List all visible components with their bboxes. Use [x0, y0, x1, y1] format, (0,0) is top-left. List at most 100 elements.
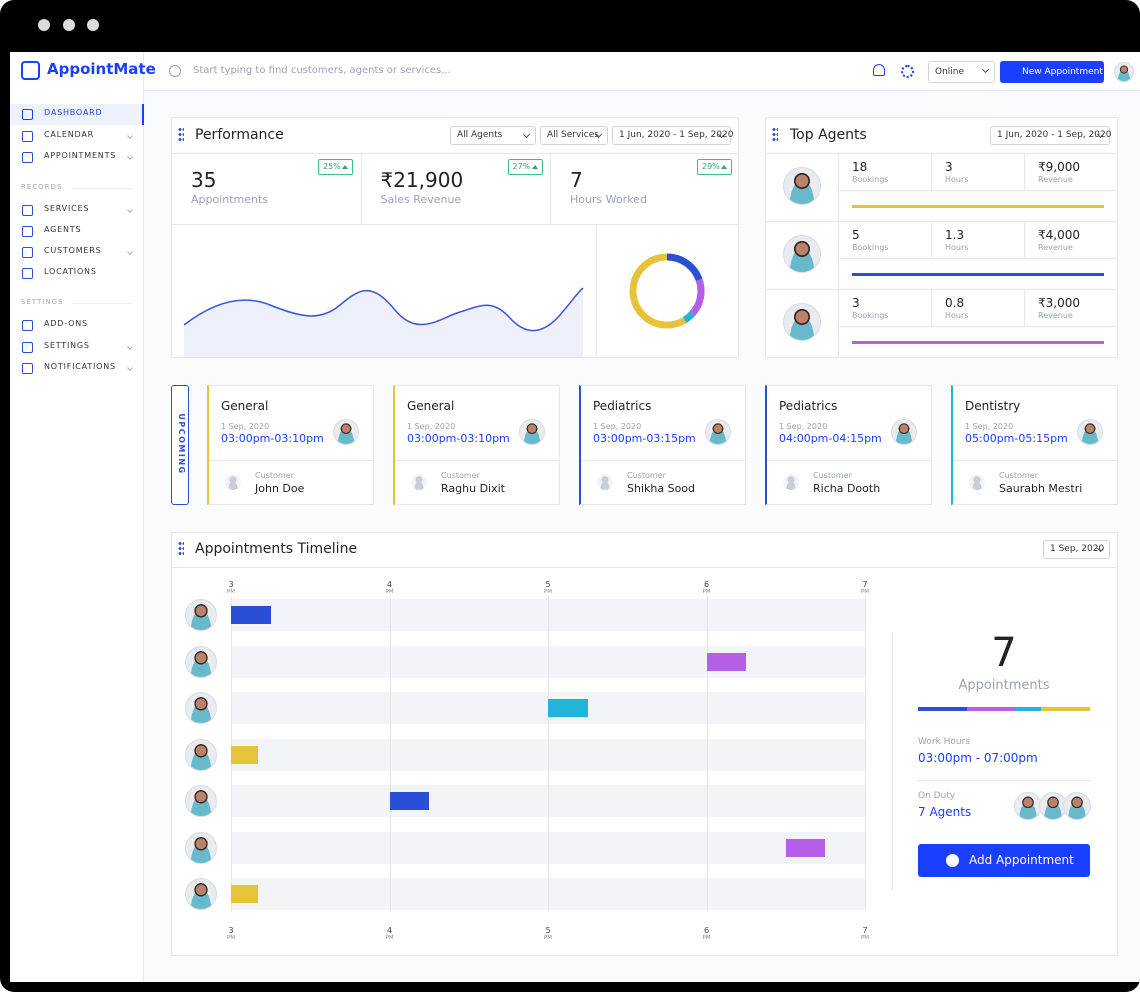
stat-value: ₹21,900 — [380, 168, 464, 192]
nav-item[interactable]: CUSTOMERS — [44, 246, 144, 258]
brand: AppointMate — [47, 60, 156, 78]
divider — [171, 224, 739, 225]
nav-item[interactable]: AGENTS — [44, 224, 82, 234]
filter-select[interactable]: All Services — [540, 126, 608, 145]
divider — [838, 289, 839, 357]
tick-label: 7 — [862, 926, 868, 935]
appointment-time: 05:00pm-05:15pm — [965, 432, 1068, 445]
customer-icon — [783, 474, 799, 490]
service-name: General — [407, 399, 455, 413]
tick-suffix: PM — [543, 589, 553, 595]
service-name: Dentistry — [965, 399, 1021, 413]
divider — [765, 221, 1118, 222]
nav-icon — [22, 204, 33, 216]
nav-icon — [22, 320, 33, 332]
tick-label: 5 — [545, 926, 551, 935]
tick-label: 7 — [862, 580, 868, 589]
card-title: Top Agents — [790, 127, 867, 143]
appointment-bar[interactable] — [231, 606, 271, 624]
nav-icon — [22, 109, 33, 120]
appointment-time: 03:00pm-03:10pm — [407, 432, 510, 445]
customer-icon — [969, 474, 985, 490]
tick-label: 4 — [386, 580, 393, 589]
customer-name: Richa Dooth — [813, 482, 881, 495]
filter-select[interactable]: 1 Jun, 2020 - 1 Sep, 2020 — [612, 126, 733, 145]
notification-icon[interactable] — [873, 64, 885, 76]
nav-icon — [22, 225, 33, 237]
appointment-bar[interactable] — [706, 652, 747, 671]
divider — [360, 153, 362, 224]
customer-name: Raghu Dixit — [441, 482, 505, 495]
up-arrow — [531, 165, 538, 169]
nav-item[interactable]: SETTINGS — [44, 341, 144, 353]
tick-label: 6 — [703, 926, 710, 935]
nav-item[interactable]: SERVICES — [44, 204, 144, 216]
customer-label: Customer — [627, 471, 666, 480]
nav-group-title: RECORDS — [21, 182, 63, 191]
avatar — [185, 599, 217, 631]
divider — [209, 460, 374, 461]
filter-select[interactable]: 1 Sep, 2020 — [1043, 540, 1110, 559]
nav-item[interactable]: LOCATIONS — [44, 267, 97, 277]
avatar — [185, 692, 217, 724]
tick-suffix: PM — [702, 935, 711, 941]
card-title: Performance — [195, 127, 284, 143]
tick-label: 6 — [703, 580, 710, 589]
appointment-bar[interactable] — [389, 792, 430, 810]
tick-label: 5 — [545, 580, 551, 589]
appointment-bar[interactable] — [231, 885, 258, 903]
summary-segment — [918, 707, 968, 711]
tick-suffix: PM — [860, 589, 870, 595]
nav-item[interactable]: APPOINTMENTS — [44, 151, 144, 163]
appointment-bar[interactable] — [785, 838, 826, 857]
user-avatar[interactable] — [1114, 62, 1134, 82]
appointment-date: 1 Sep, 2020 — [221, 422, 270, 431]
agent-stat-value: ₹4,000 — [1038, 228, 1080, 242]
status-select[interactable]: Online — [928, 61, 995, 83]
agent-stat-label: Bookings — [852, 311, 889, 320]
appointment-date: 1 Sep, 2020 — [407, 422, 456, 431]
avatar — [185, 878, 217, 910]
agent-stat-label: Bookings — [852, 243, 889, 252]
agent-stat-label: Hours — [945, 311, 969, 320]
appointment-bar[interactable] — [548, 699, 588, 717]
avatar — [519, 419, 545, 445]
search-input[interactable]: Start typing to find customers, agents o… — [193, 65, 451, 76]
tick-suffix: PM — [702, 589, 711, 595]
agent-stat-value: 5 — [852, 228, 860, 242]
avatar — [185, 738, 217, 771]
new-appointment-button[interactable]: New Appointment — [1000, 61, 1104, 83]
agent-progress — [852, 341, 1104, 344]
avatar — [891, 419, 917, 445]
service-name: General — [221, 399, 269, 413]
divider — [1024, 221, 1025, 258]
nav-item[interactable]: NOTIFICATIONS — [44, 362, 144, 374]
work-hours-label: Work Hours — [918, 737, 971, 747]
agent-stat-label: Hours — [945, 243, 969, 252]
avatar — [1077, 419, 1103, 445]
filter-select[interactable]: 1 Jun, 2020 - 1 Sep, 2020 — [990, 126, 1111, 145]
settings-icon[interactable] — [901, 65, 914, 78]
change-pill: 29% — [697, 159, 732, 175]
nav-item[interactable]: ADD-ONS — [44, 319, 88, 329]
divider — [765, 153, 1118, 154]
customer-label: Customer — [441, 471, 480, 480]
window-dot — [63, 19, 75, 31]
divider — [395, 460, 560, 461]
appointment-date: 1 Sep, 2020 — [593, 422, 642, 431]
up-arrow — [721, 165, 727, 169]
tick-suffix: PM — [860, 935, 870, 941]
nav-item[interactable]: CALENDAR — [44, 130, 144, 142]
nav-item[interactable]: DASHBOARD — [44, 108, 103, 117]
add-appointment-button[interactable]: Add Appointment — [918, 844, 1090, 877]
agent-stat-value: 3 — [852, 296, 860, 310]
search-icon — [169, 65, 181, 77]
customer-icon — [597, 474, 613, 490]
customer-name: Shikha Sood — [627, 482, 696, 495]
filter-select[interactable]: All Agents — [450, 126, 536, 145]
grid-line — [865, 596, 866, 912]
tick-suffix: PM — [226, 589, 236, 595]
summary-count: 7 — [991, 630, 1017, 676]
appointment-bar[interactable] — [231, 745, 258, 764]
grid-line — [706, 596, 708, 912]
